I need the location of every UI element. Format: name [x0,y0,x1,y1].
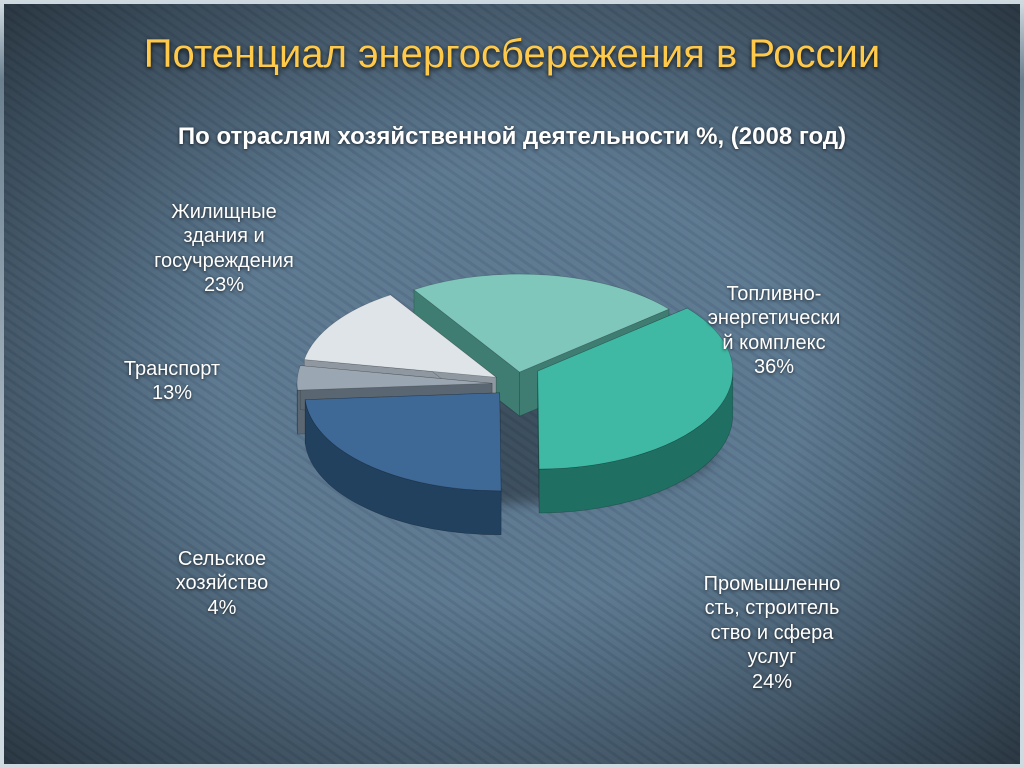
slice-label-transport: Транспорт 13% [52,357,292,406]
slice-label-industry: Промышленно сть, строитель ство и сфера … [652,572,892,694]
slice-label-buildings: Жилищные здания и госучреждения 23% [104,200,344,298]
slice-label-tek: Топливно- энергетически й комплекс 36% [654,282,894,380]
slice-label-agri: Сельское хозяйство 4% [102,547,342,620]
slide-subtitle: По отраслям хозяйственной деятельности %… [4,122,1020,152]
slide-title: Потенциал энергосбережения в России [4,32,1020,77]
